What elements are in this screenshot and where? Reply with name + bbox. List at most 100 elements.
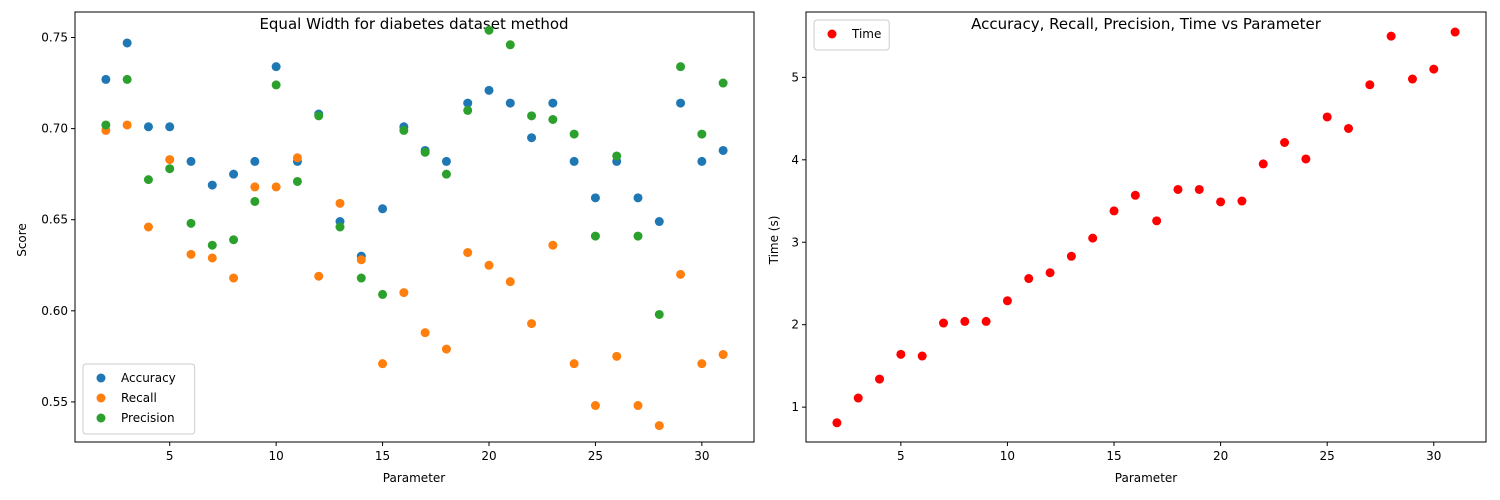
legend-marker-accuracy bbox=[96, 373, 106, 383]
data-point-precision bbox=[229, 235, 239, 245]
data-point-recall bbox=[335, 198, 345, 208]
data-point-time bbox=[1045, 268, 1055, 278]
data-point-accuracy bbox=[250, 156, 260, 166]
data-point-time bbox=[896, 349, 906, 359]
x-tick-label: 15 bbox=[375, 449, 390, 463]
data-point-recall bbox=[463, 248, 473, 258]
data-point-time bbox=[1216, 197, 1226, 207]
data-point-accuracy bbox=[207, 180, 217, 190]
data-point-recall bbox=[420, 328, 430, 338]
right-scatter-chart: Accuracy, Recall, Precision, Time vs Par… bbox=[767, 11, 1487, 485]
legend-marker-recall bbox=[96, 393, 106, 403]
data-point-recall bbox=[654, 421, 664, 431]
left-data-points bbox=[101, 25, 728, 431]
data-point-recall bbox=[165, 155, 175, 165]
data-point-recall bbox=[207, 253, 217, 263]
data-point-precision bbox=[271, 80, 281, 90]
y-tick-label: 3 bbox=[791, 235, 799, 249]
data-point-precision bbox=[165, 164, 175, 174]
legend-label-time: Time bbox=[851, 27, 881, 41]
data-point-time bbox=[1429, 64, 1439, 74]
x-tick-label: 10 bbox=[269, 449, 284, 463]
data-point-accuracy bbox=[527, 133, 537, 143]
right-x-axis-label: Parameter bbox=[1115, 471, 1177, 485]
data-point-time bbox=[1386, 31, 1396, 41]
data-point-accuracy bbox=[548, 98, 558, 108]
data-point-precision bbox=[143, 175, 153, 185]
data-point-time bbox=[1088, 233, 1098, 243]
y-tick-label: 1 bbox=[791, 400, 799, 414]
data-point-precision bbox=[335, 222, 345, 232]
data-point-recall bbox=[186, 249, 196, 259]
left-axis-ticks: 5 10 15 20 25 30 0.55 0.60 0.65 0.70 0.75 bbox=[41, 31, 709, 463]
legend-box bbox=[82, 363, 196, 435]
data-point-precision bbox=[569, 129, 579, 139]
left-chart-title: Equal Width for diabetes dataset method bbox=[259, 15, 568, 33]
data-point-recall bbox=[527, 319, 537, 329]
data-point-recall bbox=[292, 153, 302, 163]
data-point-time bbox=[1365, 80, 1375, 90]
legend-marker-precision bbox=[96, 413, 106, 423]
data-point-time bbox=[1194, 184, 1204, 194]
data-point-accuracy bbox=[165, 122, 175, 132]
y-tick-label: 2 bbox=[791, 318, 799, 332]
left-x-axis-label: Parameter bbox=[383, 471, 445, 485]
data-point-time bbox=[1109, 206, 1119, 216]
data-point-recall bbox=[314, 271, 324, 281]
left-legend: Accuracy Recall Precision bbox=[82, 363, 196, 435]
data-point-time bbox=[1066, 251, 1076, 261]
x-tick-label: 30 bbox=[1426, 449, 1441, 463]
data-point-precision bbox=[505, 40, 515, 50]
data-point-precision bbox=[292, 176, 302, 186]
data-point-recall bbox=[590, 401, 600, 411]
data-point-recall bbox=[441, 344, 451, 354]
legend-box bbox=[813, 19, 890, 51]
data-point-time bbox=[1301, 154, 1311, 164]
x-tick-label: 15 bbox=[1106, 449, 1121, 463]
data-point-recall bbox=[399, 288, 409, 298]
data-point-precision bbox=[250, 196, 260, 206]
x-tick-label: 5 bbox=[166, 449, 174, 463]
data-point-time bbox=[1130, 190, 1140, 200]
y-tick-label: 5 bbox=[791, 70, 799, 84]
y-tick-label: 0.60 bbox=[41, 304, 68, 318]
x-tick-label: 25 bbox=[588, 449, 603, 463]
data-point-recall bbox=[633, 401, 643, 411]
data-point-time bbox=[1237, 196, 1247, 206]
data-point-precision bbox=[186, 218, 196, 228]
data-point-recall bbox=[697, 359, 707, 369]
data-point-recall bbox=[378, 359, 388, 369]
data-point-precision bbox=[718, 78, 728, 88]
data-point-accuracy bbox=[186, 156, 196, 166]
data-point-time bbox=[917, 351, 927, 361]
data-point-time bbox=[1024, 274, 1034, 284]
data-point-precision bbox=[484, 25, 494, 35]
legend-marker-time bbox=[827, 29, 837, 39]
data-point-recall bbox=[229, 273, 239, 283]
right-plot-frame bbox=[805, 11, 1487, 443]
data-point-recall bbox=[676, 269, 686, 279]
data-point-accuracy bbox=[122, 38, 132, 48]
legend-label-accuracy: Accuracy bbox=[121, 371, 176, 385]
data-point-time bbox=[960, 316, 970, 326]
y-tick-label: 0.70 bbox=[41, 122, 68, 136]
data-point-recall bbox=[718, 350, 728, 360]
data-point-recall bbox=[271, 182, 281, 192]
data-point-time bbox=[1280, 138, 1290, 148]
data-point-precision bbox=[548, 115, 558, 124]
left-y-axis-label: Score bbox=[15, 223, 29, 257]
data-point-accuracy bbox=[484, 85, 494, 95]
data-point-accuracy bbox=[505, 98, 515, 108]
data-point-accuracy bbox=[378, 204, 388, 214]
data-point-precision bbox=[590, 231, 600, 241]
data-point-recall bbox=[143, 222, 153, 232]
data-point-precision bbox=[676, 62, 686, 72]
data-point-accuracy bbox=[271, 62, 281, 72]
data-point-accuracy bbox=[441, 156, 451, 166]
right-data-points bbox=[832, 27, 1460, 428]
data-point-accuracy bbox=[569, 156, 579, 166]
data-point-precision bbox=[314, 111, 324, 121]
data-point-time bbox=[1450, 27, 1460, 37]
x-tick-label: 20 bbox=[481, 449, 496, 463]
